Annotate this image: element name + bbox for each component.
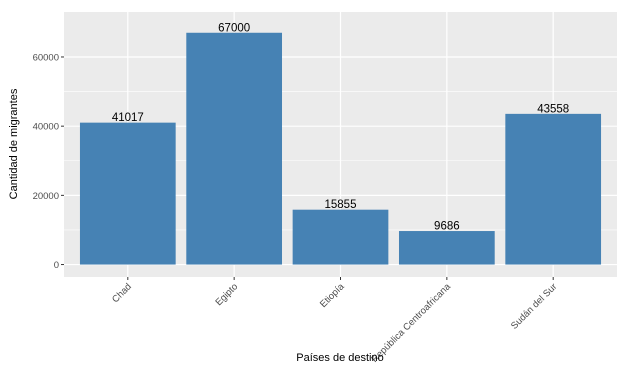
y-tick-label: 60000 bbox=[33, 52, 59, 63]
y-axis: 0 20000 40000 60000 bbox=[33, 52, 64, 271]
x-tick-label: Egipto bbox=[213, 281, 240, 308]
x-tick-label: Etiopía bbox=[318, 281, 347, 310]
data-labels: 41017 67000 15855 9686 43558 bbox=[112, 22, 569, 232]
data-label: 67000 bbox=[218, 22, 250, 34]
data-label: 41017 bbox=[112, 112, 144, 124]
data-label: 43558 bbox=[537, 103, 569, 115]
x-axis-title: Países de destino bbox=[296, 352, 383, 364]
y-tick-label: 20000 bbox=[33, 191, 59, 202]
y-axis-title: Cantidad de migrantes bbox=[8, 88, 20, 199]
bar bbox=[186, 32, 283, 265]
bar bbox=[505, 113, 602, 265]
data-label: 9686 bbox=[434, 221, 460, 233]
bars bbox=[79, 32, 602, 265]
y-tick-label: 40000 bbox=[33, 122, 59, 133]
y-tick-label: 0 bbox=[54, 260, 59, 271]
x-tick-label: Sudán del Sur bbox=[509, 281, 559, 331]
data-label: 15855 bbox=[325, 199, 357, 211]
x-tick-label: Chad bbox=[110, 281, 134, 305]
bar bbox=[292, 209, 389, 265]
bar bbox=[398, 231, 495, 265]
bar bbox=[79, 122, 176, 265]
